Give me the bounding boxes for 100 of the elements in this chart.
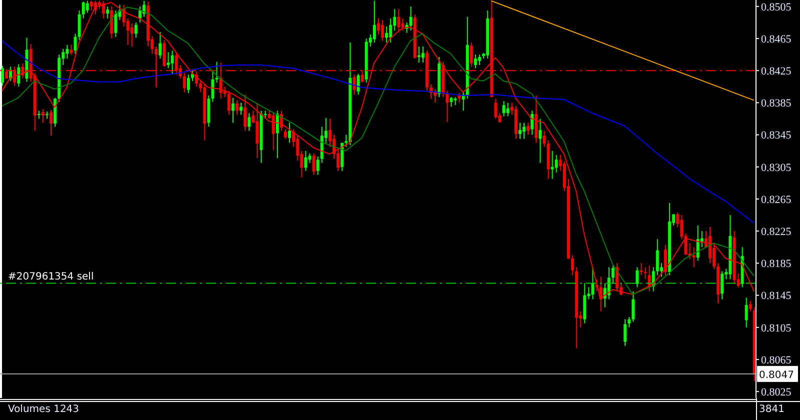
candlestick [130,22,134,48]
candlestick [308,152,312,164]
y-tick-label: 0.8225 [761,226,792,238]
candlestick [744,297,748,328]
candlestick [506,102,510,117]
candlestick [82,1,85,19]
candlestick [110,6,114,40]
y-tick-label: 0.8105 [761,322,792,334]
candlestick [284,128,287,140]
text: Volumes 1243 [8,404,80,415]
candlestick [211,70,214,102]
candlestick [288,122,292,144]
candlestick [571,254,574,276]
y-tick-label: 0.8065 [761,354,792,366]
candlestick [186,74,190,94]
candlestick [86,0,89,14]
candlestick [656,238,659,276]
candlestick [385,26,388,44]
candlestick [50,109,53,136]
candlestick [17,64,20,88]
candlestick [231,97,234,124]
candlestick [696,224,700,262]
candlestick [530,110,534,136]
candlestick [550,150,554,180]
candlestick [166,52,170,69]
y-tick-label: 0.8385 [761,98,792,110]
candlestick [664,244,668,276]
candlestick [518,122,522,140]
candlestick [554,154,558,174]
candlestick [244,94,247,132]
candlestick [522,122,526,140]
candlestick [417,46,420,64]
candlestick [1,65,4,86]
y-tick-label: 0.8345 [761,130,792,142]
candlestick [542,130,546,148]
candlestick [256,102,259,159]
candlestick [272,112,275,151]
candlestick [45,111,48,120]
candlestick [538,118,542,164]
candlestick [591,266,594,300]
y-tick-label: 0.8425 [761,66,792,78]
candlestick [215,61,218,84]
candlestick [409,6,412,31]
candlestick [134,22,138,38]
candlestick [66,44,69,60]
candlestick [644,266,647,280]
candlestick [611,265,614,284]
candlestick [37,110,40,120]
candlestick [494,98,498,120]
candlestick [692,246,696,268]
candlestick [70,44,73,56]
candlestick [352,74,356,96]
candlestick [182,72,186,93]
y-tick-label: 0.8265 [761,194,792,206]
candlestick [632,290,635,322]
candlestick [450,96,453,108]
text: 3841 [759,404,784,415]
candlestick [376,18,380,36]
candlestick [227,90,230,116]
candlestick [74,33,77,54]
candlestick [191,70,194,82]
candlestick [320,126,324,164]
y-tick-label: 0.8305 [761,162,792,174]
candlestick [397,8,400,31]
candlestick [478,54,482,66]
y-tick-label: 0.8185 [761,258,792,270]
candlestick [474,54,478,69]
candlestick [502,100,506,117]
y-tick-label: 0.8025 [761,386,792,398]
candlestick [720,270,724,300]
candlestick [381,20,384,42]
candlestick [458,92,461,104]
candlestick [708,226,712,264]
candlestick [138,6,142,23]
candlestick [41,108,44,124]
candlestick [78,10,81,41]
candlestick [636,266,639,288]
ref-line-label: #207961354 sell [8,271,94,282]
candlestick [162,40,166,68]
candlestick [748,300,752,312]
line-series [2,40,754,224]
candlestick [421,46,424,64]
candlestick [401,18,404,31]
candlestick [248,112,251,132]
candlestick [356,73,360,96]
candlestick [640,262,643,276]
candlestick [389,18,392,44]
y-tick-label: 0.8465 [761,33,792,46]
candlestick [624,318,627,346]
candlestick [304,150,308,172]
y-tick-label: 0.8505 [761,1,792,14]
candlestick [316,156,320,176]
ref-line-label: 0.8047 [759,370,794,381]
candlestick [235,100,238,116]
candlestick [240,102,243,116]
candlestick [106,6,110,19]
candlestick [170,50,174,76]
candlestick [158,32,162,60]
candlestick [526,122,530,136]
candlestick [616,262,619,292]
